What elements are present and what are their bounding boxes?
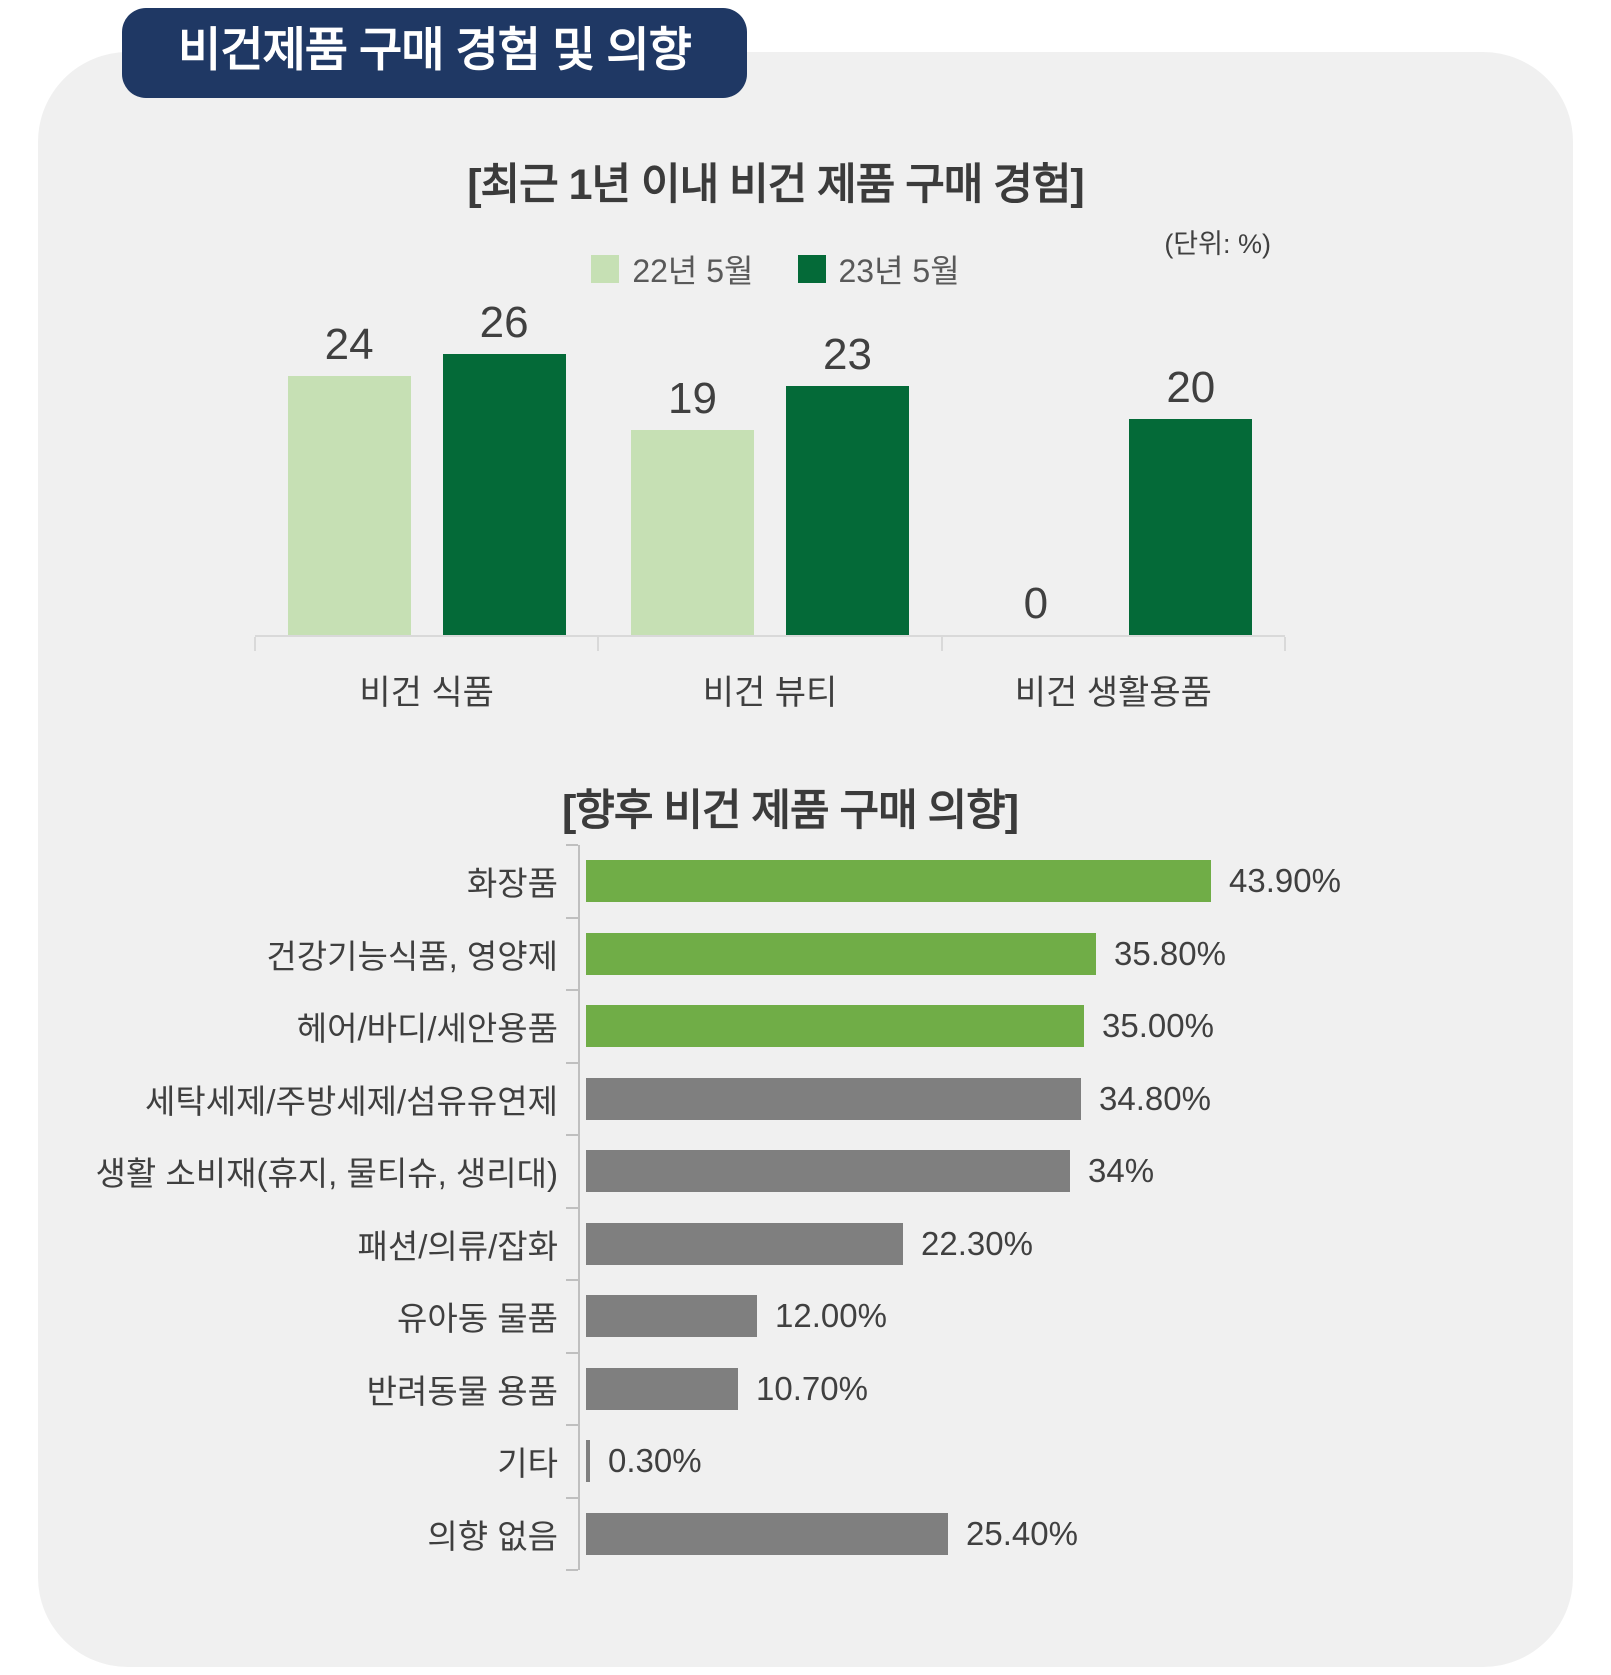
bar-value-label: 24 (324, 320, 374, 369)
bar-row: 12.00% (580, 1280, 1578, 1353)
category-label: 비건 뷰티 (702, 674, 838, 712)
bar (586, 932, 1096, 975)
axis-tick (566, 1351, 578, 1354)
bar-value-label: 0.30% (608, 1442, 702, 1480)
bar (586, 1295, 757, 1338)
axis-tick (1284, 637, 1286, 651)
legend-swatch (797, 255, 826, 283)
bar-22년 5월 (287, 376, 411, 635)
chart1-legend: 22년 5월 23년 5월 (0, 246, 1551, 292)
bar-group-1: 24 26 비건 식품 (255, 296, 598, 712)
bar-value-label: 19 (668, 374, 717, 423)
axis-tick (566, 1496, 578, 1499)
bar-row: 34% (580, 1135, 1578, 1208)
axis-tick (566, 844, 578, 846)
category-label: 의향 없음 (427, 1517, 558, 1555)
bar-row: 25.40% (580, 1498, 1578, 1571)
bar (586, 1440, 590, 1483)
category-label: 화장품 (466, 865, 558, 903)
category-label: 헤어/바디/세안용품 (296, 1010, 558, 1048)
bar-value-label: 35.80% (1114, 934, 1226, 972)
bar-row: 35.00% (580, 990, 1578, 1063)
bar (586, 1512, 948, 1555)
legend-item-1: 22년 5월 (591, 246, 754, 292)
category-label: 유아동 물품 (397, 1300, 558, 1338)
axis-tick (566, 1279, 578, 1281)
title-badge: 비건제품 구매 경험 및 의향 (122, 8, 747, 98)
unit-label: (단위: %) (1164, 229, 1271, 259)
category-label: 반려동물 용품 (366, 1372, 558, 1410)
axis-tick (566, 989, 578, 991)
bar-value-label: 34% (1088, 1152, 1155, 1190)
bar-wrap: 19 (630, 374, 754, 635)
bar-value-label: 25.40% (966, 1514, 1078, 1552)
bar-23년 5월 (442, 354, 566, 635)
legend-label: 22년 5월 (632, 253, 754, 289)
bar-row: 34.80% (580, 1063, 1578, 1136)
bar (586, 1222, 903, 1265)
axis-tick (940, 637, 943, 651)
bar-row: 10.70% (580, 1353, 1578, 1426)
chart1-plot: 24 26 비건 식품 19 23 비건 뷰티 0 20 비건 생활용품 (254, 296, 1286, 712)
axis-tick (566, 916, 578, 919)
axis-tick (566, 1206, 578, 1209)
bar-wrap: 23 (785, 330, 909, 635)
bar (586, 1077, 1081, 1120)
bar-value-label: 35.00% (1102, 1007, 1214, 1045)
bar-23년 5월 (785, 386, 909, 635)
category-label: 비건 식품 (359, 674, 494, 712)
bar-wrap: 0 (974, 582, 1097, 635)
bar-value-label: 12.00% (775, 1297, 887, 1335)
axis-tick (566, 1061, 578, 1064)
panel-background (38, 52, 1573, 1667)
axis-tick (566, 1569, 578, 1571)
bar-value-label: 34.80% (1099, 1079, 1211, 1117)
bar-row: 0.30% (580, 1425, 1578, 1498)
category-label: 건강기능식품, 영양제 (266, 937, 558, 975)
bar (586, 1367, 738, 1410)
bar-value-label: 43.90% (1229, 862, 1341, 900)
bar (586, 860, 1211, 903)
chart2-title: [향후 비건 제품 구매 의향] (561, 787, 1019, 835)
bar-wrap: 24 (287, 320, 411, 635)
bar-value-label: 22.30% (921, 1224, 1033, 1262)
chart2-plot: 43.90% 35.80% 35.00% 34.80% 34% 22.30% 12.00% 1… (566, 844, 1578, 1571)
category-label: 생활 소비재(휴지, 물티슈, 생리대) (95, 1155, 558, 1193)
bar-group-3: 0 20 비건 생활용품 (942, 296, 1285, 712)
bar-row: 43.90% (580, 845, 1578, 918)
page-title: 비건제품 구매 경험 및 의향 (178, 23, 692, 76)
bar-22년 5월 (630, 430, 754, 635)
legend-label: 23년 5월 (838, 253, 960, 289)
bar-row: 22.30% (580, 1208, 1578, 1281)
bar-row: 35.80% (580, 918, 1578, 991)
axis-tick (566, 1134, 578, 1136)
chart1-title: [최근 1년 이내 비건 제품 구매 경험] (467, 161, 1085, 209)
bar-value-label: 0 (1023, 579, 1049, 628)
legend-item-2: 23년 5월 (797, 246, 960, 292)
category-label: 비건 생활용품 (1014, 674, 1212, 712)
bar-23년 5월 (1129, 419, 1253, 635)
bar-value-label: 23 (823, 330, 872, 379)
category-label: 패션/의류/잡화 (357, 1227, 559, 1265)
axis-tick (566, 1424, 578, 1426)
bar-value-label: 26 (479, 298, 529, 347)
bar-wrap: 26 (442, 298, 566, 635)
bar-value-label: 20 (1166, 363, 1216, 412)
bar-value-label: 10.70% (756, 1369, 868, 1407)
bar (586, 1150, 1070, 1193)
category-label: 기타 (497, 1445, 558, 1483)
axis-tick (597, 637, 600, 651)
bar (586, 1005, 1084, 1048)
bar-wrap: 20 (1129, 363, 1253, 635)
axis-tick (254, 637, 256, 651)
category-label: 세탁세제/주방세제/섬유유연제 (144, 1082, 558, 1120)
legend-swatch (591, 255, 620, 283)
bar-group-2: 19 23 비건 뷰티 (598, 296, 941, 712)
